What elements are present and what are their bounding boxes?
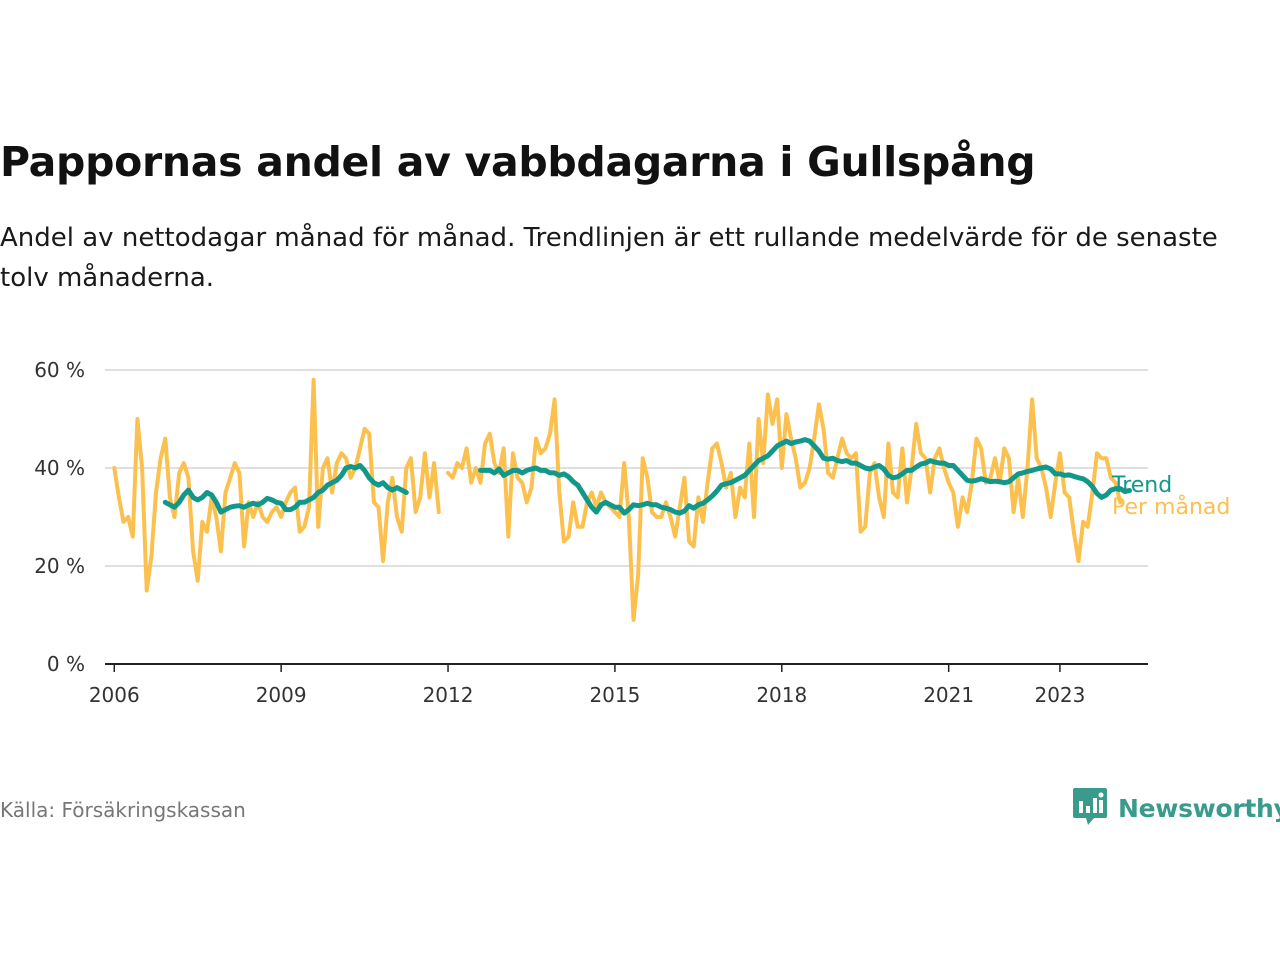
brand-logo[interactable]: Newsworthy <box>1072 786 1280 830</box>
chart-title: Pappornas andel av vabbdagarna i Gullspå… <box>0 138 1036 186</box>
x-tick-label: 2015 <box>589 683 640 707</box>
y-tick-label: 20 % <box>34 554 85 578</box>
series-lines <box>112 377 1132 622</box>
x-tick-label: 2012 <box>423 683 474 707</box>
series-label-per-manad: Per månad <box>1112 494 1230 520</box>
y-tick-label: 60 % <box>34 358 85 382</box>
y-tick-label: 40 % <box>34 456 85 480</box>
y-tick-label: 0 % <box>47 652 85 676</box>
newsworthy-logo-icon <box>1072 786 1108 830</box>
x-tick-label: 2009 <box>256 683 307 707</box>
chart-subtitle: Andel av nettodagar månad för månad. Tre… <box>0 223 1218 293</box>
x-tick-label: 2018 <box>756 683 807 707</box>
x-tick-label: 2021 <box>923 683 974 707</box>
series-label-trend: Trend <box>1111 473 1172 498</box>
y-axis-ticks: 0 % 20 % 40 % 60 % <box>34 358 85 676</box>
series-line-trend <box>162 437 1132 516</box>
x-tick-label: 2023 <box>1034 683 1085 707</box>
x-axis-ticks: 2006 2009 2012 2015 2018 2021 2023 <box>89 664 1085 707</box>
x-tick-label: 2006 <box>89 683 140 707</box>
brand-name: Newsworthy <box>1118 793 1280 823</box>
source-note: Källa: Försäkringskassan <box>0 798 246 822</box>
